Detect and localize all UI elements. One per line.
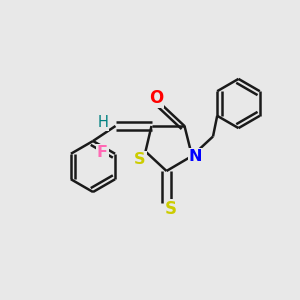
Text: O: O: [149, 89, 163, 107]
Text: N: N: [189, 149, 202, 164]
Text: S: S: [134, 152, 146, 166]
Text: S: S: [165, 200, 177, 217]
Text: F: F: [97, 145, 108, 160]
Text: H: H: [98, 115, 108, 130]
